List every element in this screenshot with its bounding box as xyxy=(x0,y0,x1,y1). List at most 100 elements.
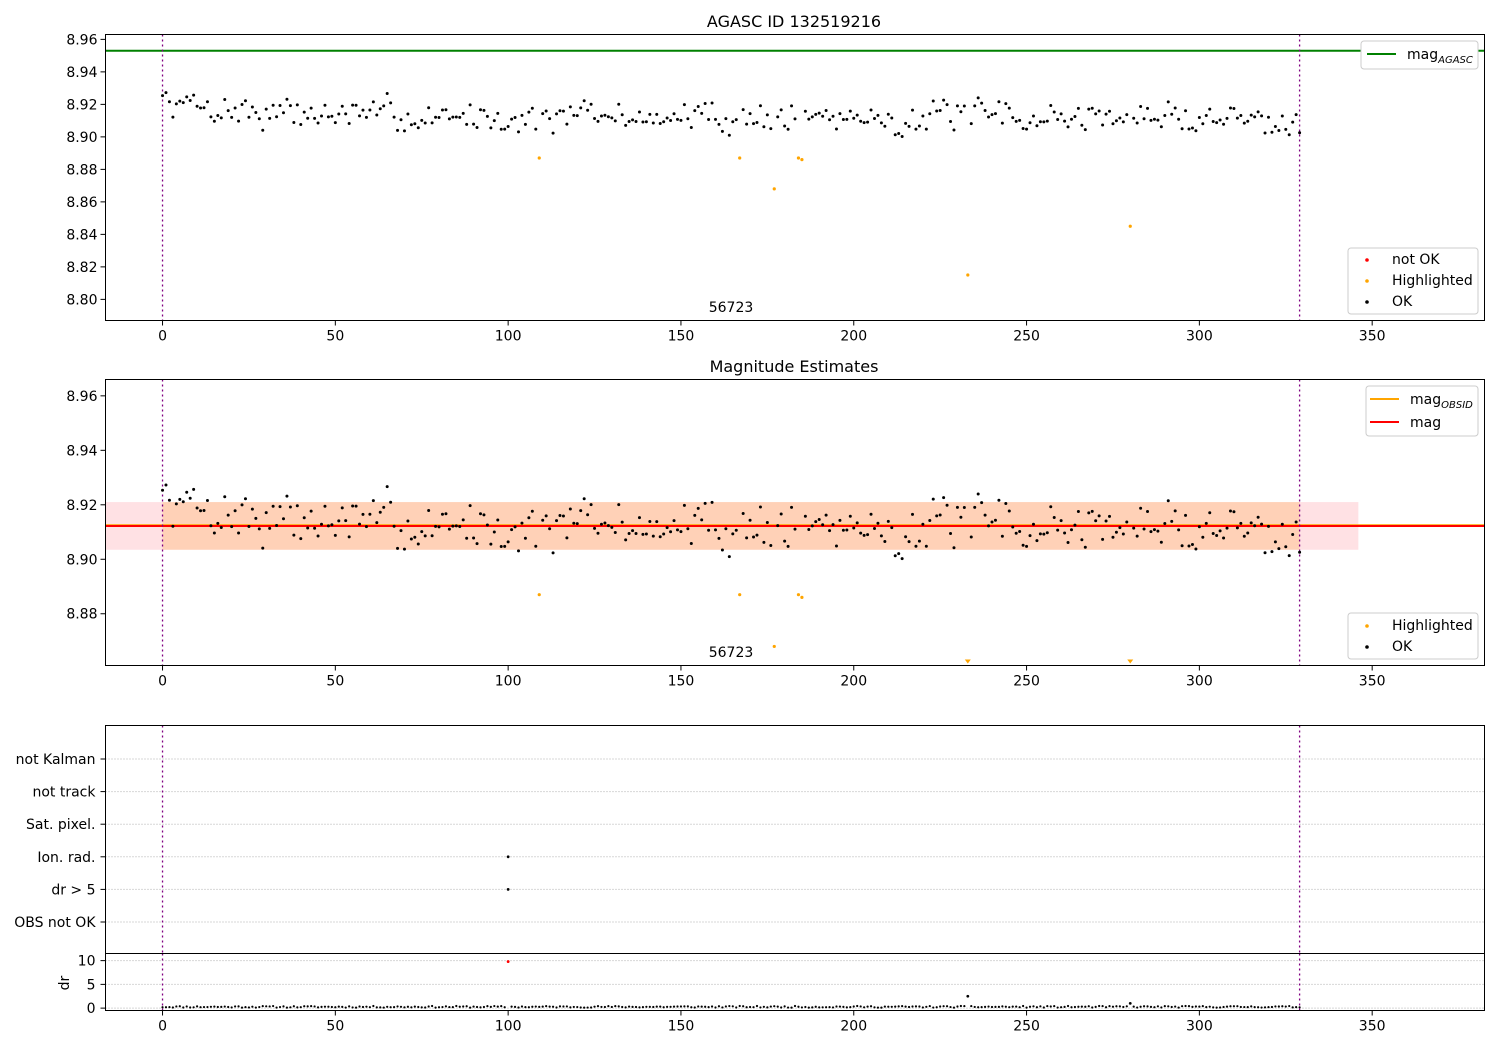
dr-point xyxy=(939,1005,942,1008)
ok-point xyxy=(465,536,469,540)
ok-point xyxy=(855,521,859,525)
flag-label: not track xyxy=(32,785,96,801)
ok-point xyxy=(378,510,382,514)
dr-point xyxy=(745,1006,748,1009)
dr-point xyxy=(755,1004,759,1008)
ok-point xyxy=(879,534,883,538)
ok-point xyxy=(1014,531,1018,535)
ok-point xyxy=(555,112,559,116)
y-tick-label: 8.96 xyxy=(66,389,97,405)
dr-point xyxy=(1098,1004,1101,1008)
dr-point xyxy=(444,1005,448,1008)
dr-point xyxy=(679,1005,683,1008)
dr-point xyxy=(510,1005,513,1008)
ok-point xyxy=(1180,544,1184,548)
ok-point xyxy=(275,523,279,527)
dr-point xyxy=(278,1005,282,1009)
ok-point xyxy=(413,535,417,539)
ok-point xyxy=(271,504,275,508)
ok-point xyxy=(710,101,714,105)
ok-point xyxy=(192,93,196,97)
ok-point xyxy=(167,498,171,502)
ok-point xyxy=(1056,528,1060,532)
ok-point xyxy=(406,112,410,116)
ok-point xyxy=(261,128,265,132)
ok-point xyxy=(402,129,406,133)
dr-point xyxy=(545,1005,548,1008)
ok-point xyxy=(454,115,458,119)
ok-point xyxy=(174,102,178,106)
ok-point xyxy=(1052,110,1056,114)
ok-point xyxy=(769,127,773,131)
ok-point xyxy=(257,527,261,531)
ok-point xyxy=(921,114,925,118)
legend-mag-agasc: magAGASC xyxy=(1360,40,1479,70)
ok-point xyxy=(1059,519,1063,523)
legend-box xyxy=(1347,247,1479,315)
dr-point xyxy=(1118,1005,1121,1008)
dr-point xyxy=(1132,1005,1135,1008)
ok-point xyxy=(783,124,787,128)
dr-point xyxy=(261,1005,264,1008)
dr-point xyxy=(1277,1005,1280,1008)
ok-point xyxy=(1215,121,1219,125)
ok-point xyxy=(1270,130,1274,134)
ok-point xyxy=(1263,551,1267,555)
ok-point xyxy=(1218,529,1222,533)
ok-point xyxy=(689,125,693,129)
dr-point xyxy=(431,1004,434,1008)
ok-point xyxy=(1021,543,1025,547)
dr-point xyxy=(831,1006,835,1009)
ok-point xyxy=(216,113,220,117)
ok-point xyxy=(872,117,876,121)
ok-point xyxy=(271,103,275,107)
ok-point xyxy=(765,113,769,117)
dr-point xyxy=(849,1006,852,1009)
ok-point xyxy=(841,528,845,532)
dr-point xyxy=(1053,1004,1056,1008)
ok-point xyxy=(714,528,718,532)
ok-point xyxy=(893,133,897,137)
ok-point xyxy=(185,490,189,494)
ok-point xyxy=(354,103,358,107)
dr-point xyxy=(1257,1006,1260,1009)
ok-point xyxy=(1090,509,1094,513)
dr-point xyxy=(410,1006,413,1009)
dr-point xyxy=(417,1005,420,1009)
ok-point xyxy=(1059,112,1063,116)
dr-point xyxy=(780,1006,783,1009)
dr-point xyxy=(704,1005,707,1008)
ok-point xyxy=(1263,131,1267,135)
dr-point xyxy=(240,1006,244,1009)
dr-point xyxy=(1028,1005,1032,1008)
dr-point xyxy=(375,1006,378,1009)
ok-point xyxy=(254,110,258,114)
highlighted-point xyxy=(800,595,804,600)
flag-label: Sat. pixel. xyxy=(26,817,95,833)
ok-point xyxy=(1260,114,1264,118)
ok-point xyxy=(897,131,901,135)
ok-point xyxy=(1246,531,1250,535)
ok-point xyxy=(205,498,209,502)
ok-point xyxy=(1228,509,1232,513)
ok-point xyxy=(530,509,534,513)
ok-point xyxy=(1284,545,1288,549)
dr-point xyxy=(1215,1006,1218,1009)
ok-point xyxy=(1028,121,1032,125)
ok-point xyxy=(700,518,704,522)
ok-point xyxy=(427,106,431,110)
dr-point xyxy=(289,1006,292,1009)
ok-point xyxy=(423,534,427,538)
ok-point xyxy=(1194,129,1198,133)
ok-point xyxy=(1063,531,1067,535)
ok-point xyxy=(717,122,721,126)
ok-point xyxy=(596,119,600,123)
dr-point xyxy=(983,1005,987,1008)
ok-point xyxy=(786,544,790,548)
legend-label: Highlighted xyxy=(1392,273,1473,289)
ok-point xyxy=(686,117,690,121)
ok-point xyxy=(178,497,182,501)
dr-point xyxy=(1180,1005,1184,1008)
ok-point xyxy=(541,518,545,522)
dr-point xyxy=(793,1004,797,1008)
